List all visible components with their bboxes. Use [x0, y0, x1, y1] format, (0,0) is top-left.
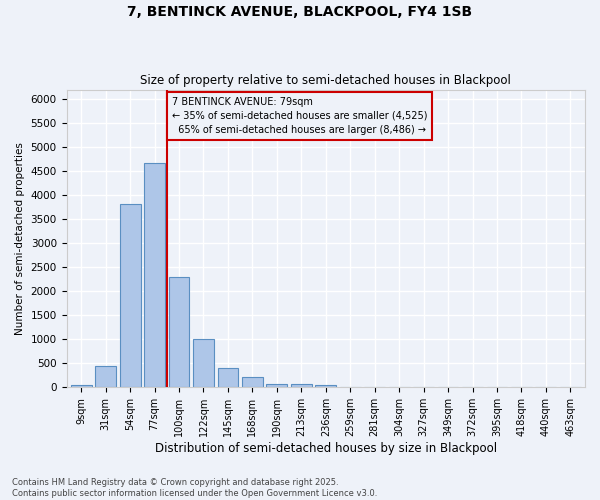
Bar [71, 384, 92, 388]
Bar [120, 204, 140, 388]
Text: 7 BENTINCK AVENUE: 79sqm
← 35% of semi-detached houses are smaller (4,525)
  65%: 7 BENTINCK AVENUE: 79sqm ← 35% of semi-d… [172, 97, 427, 135]
Bar [169, 277, 190, 388]
Y-axis label: Number of semi-detached properties: Number of semi-detached properties [15, 142, 25, 335]
Bar [193, 340, 214, 388]
Text: Contains HM Land Registry data © Crown copyright and database right 2025.
Contai: Contains HM Land Registry data © Crown c… [12, 478, 377, 498]
Bar [218, 368, 238, 388]
Title: Size of property relative to semi-detached houses in Blackpool: Size of property relative to semi-detach… [140, 74, 511, 87]
Bar [266, 384, 287, 388]
Bar [242, 378, 263, 388]
Bar [144, 162, 165, 388]
Bar [316, 385, 336, 388]
Text: 7, BENTINCK AVENUE, BLACKPOOL, FY4 1SB: 7, BENTINCK AVENUE, BLACKPOOL, FY4 1SB [127, 5, 473, 19]
Bar [95, 366, 116, 388]
Bar [291, 384, 312, 388]
X-axis label: Distribution of semi-detached houses by size in Blackpool: Distribution of semi-detached houses by … [155, 442, 497, 455]
